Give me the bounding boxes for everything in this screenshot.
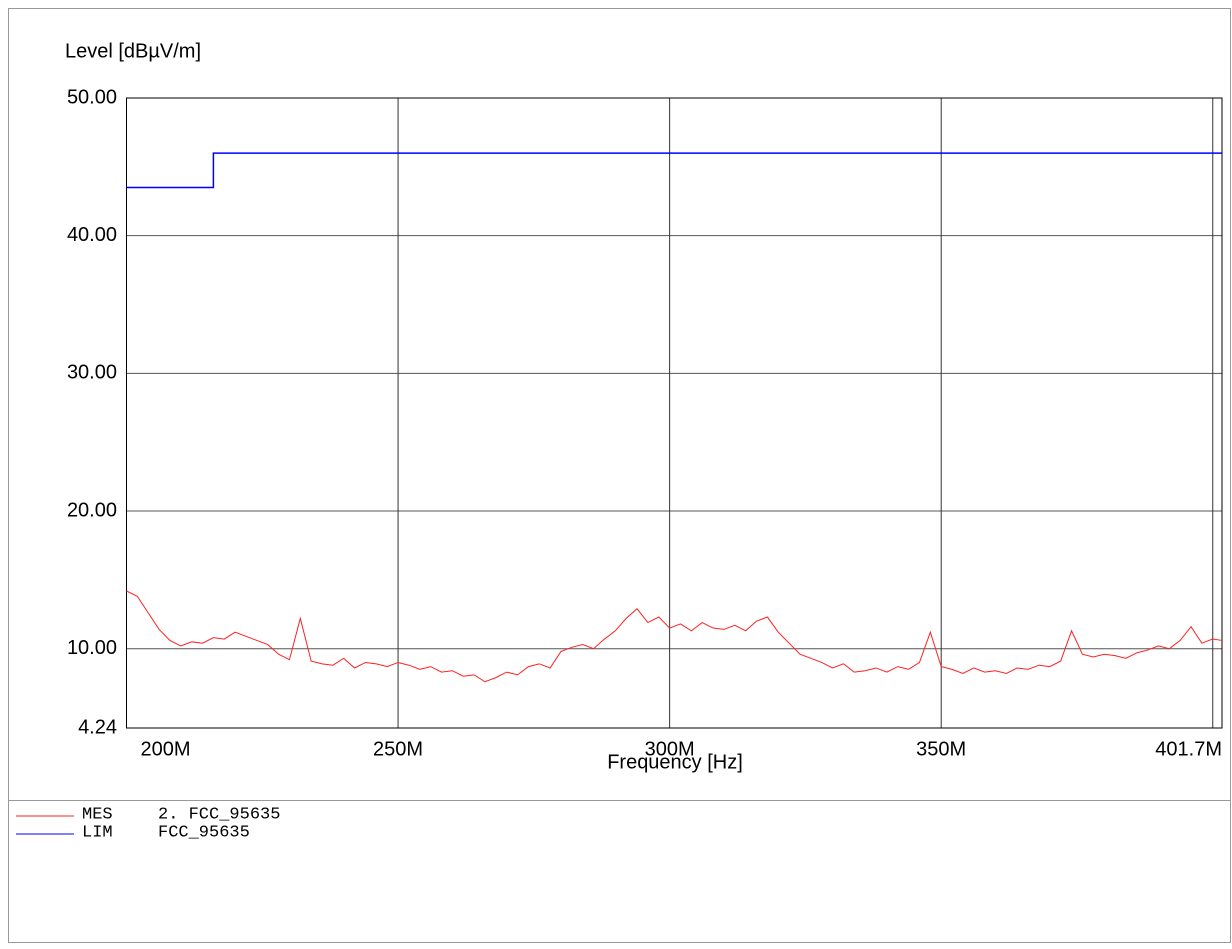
- series-line: [126, 152, 1222, 189]
- x-axis-label: Frequency [Hz]: [607, 751, 743, 773]
- y-tick-label: 20.00: [67, 499, 117, 521]
- legend-description: FCC_95635: [158, 823, 250, 842]
- series-line: [126, 590, 1223, 683]
- legend-description: 2. FCC_95635: [158, 805, 280, 824]
- x-tick-label: 401.7M: [1155, 738, 1222, 760]
- x-tick-label: 250M: [373, 738, 423, 760]
- y-tick-label: 50.00: [67, 86, 117, 108]
- y-axis-label: Level [dBµV/m]: [65, 40, 201, 62]
- y-tick-label: 40.00: [67, 224, 117, 246]
- x-tick-label: 300M: [645, 738, 695, 760]
- x-tick-label: 200M: [141, 738, 191, 760]
- y-tick-label: 30.00: [67, 362, 117, 384]
- legend-name: MES: [82, 805, 113, 824]
- x-tick-label: 350M: [916, 738, 966, 760]
- outer-frame: [8, 8, 1231, 943]
- legend-name: LIM: [82, 823, 113, 842]
- y-tick-label: 10.00: [67, 637, 117, 659]
- y-tick-label: 4.24: [78, 716, 117, 738]
- plot-frame: [126, 97, 1223, 729]
